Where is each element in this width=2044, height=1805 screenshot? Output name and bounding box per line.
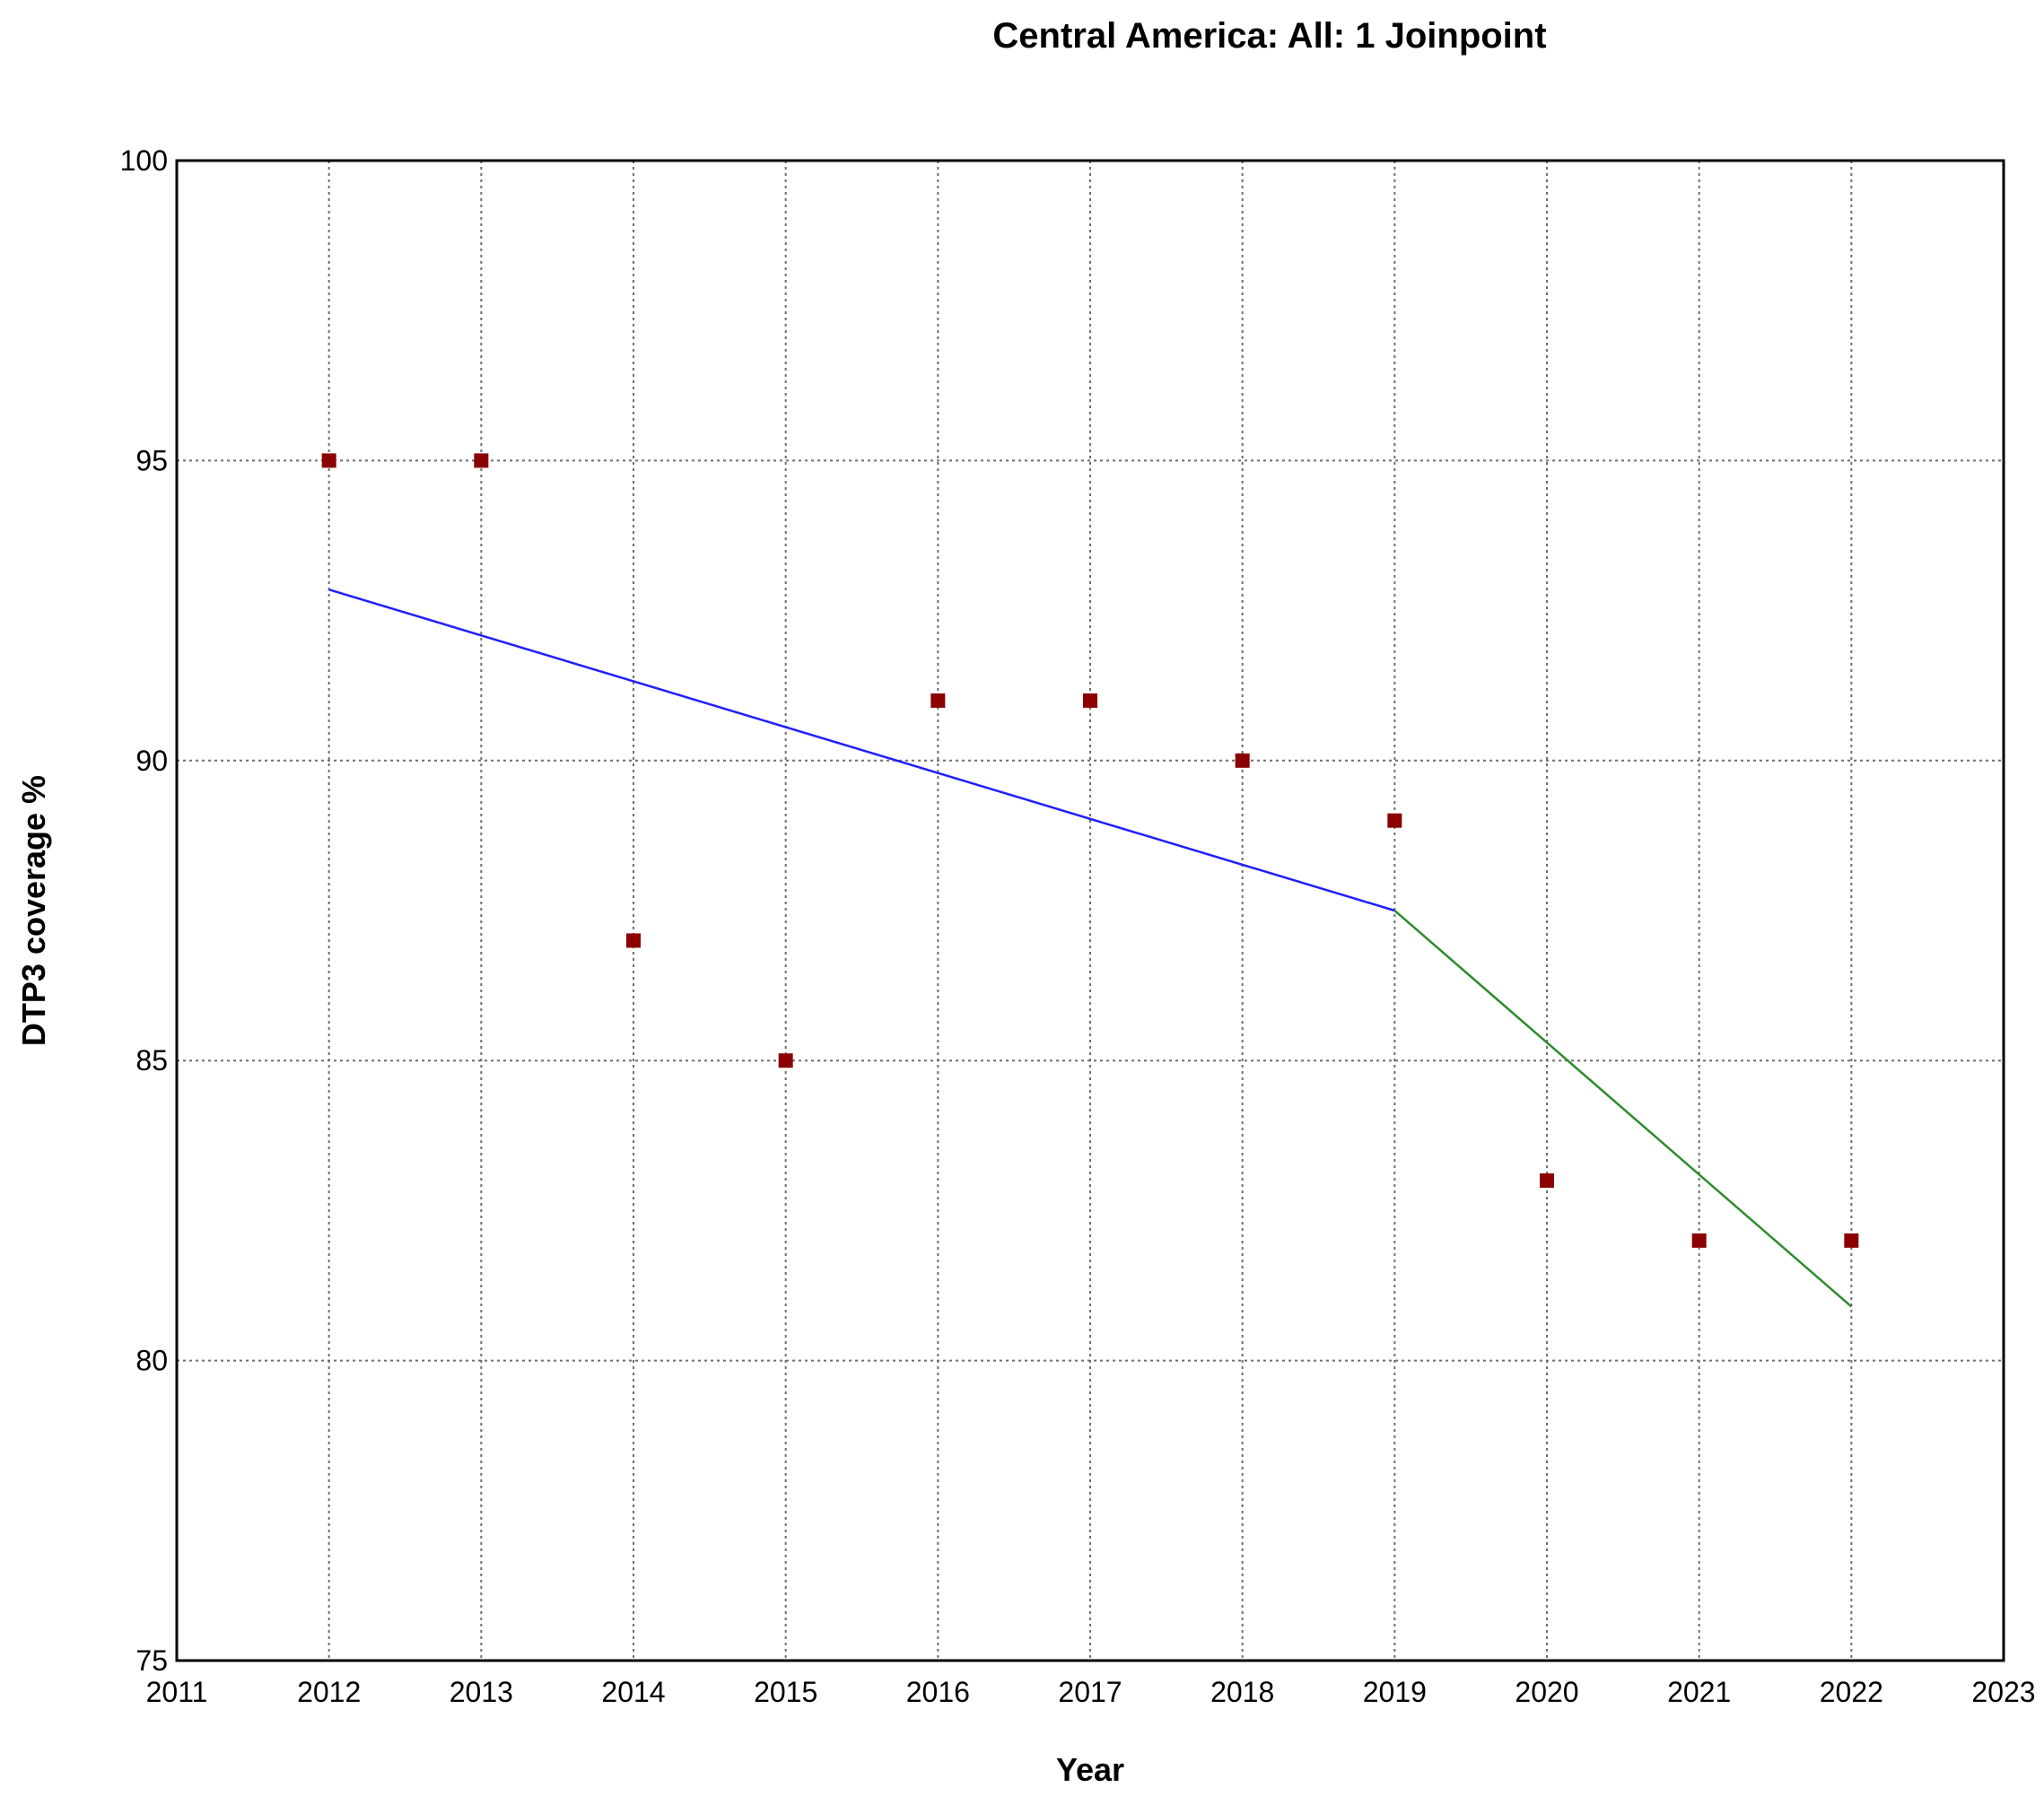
y-tick-label: 90 [135,745,168,777]
x-tick-label: 2017 [1058,1676,1122,1708]
x-tick-label: 2014 [601,1676,665,1708]
x-tick-label: 2023 [1971,1676,2035,1708]
plot-frame [175,159,2005,1662]
observed-point [778,1053,793,1068]
observed-point [1083,693,1097,708]
x-tick-labels: 2011 2012 2013 2014 2015 2016 2017 2018 2019 2020… [146,1676,2036,1708]
x-tick-label: 2020 [1515,1676,1578,1708]
fit-segment-line [1393,910,1853,1308]
observed-point [1387,813,1402,828]
x-tick-label: 2022 [1820,1676,1883,1708]
x-tick-label: 2013 [450,1676,513,1708]
y-tick-label: 95 [135,444,168,476]
observed-point [1691,1233,1707,1248]
y-tick-label: 80 [135,1345,168,1377]
chart-title: Central America: All: 1 Joinpoint [992,16,1546,56]
x-tick-label: 2016 [906,1676,970,1708]
observed-point [626,933,641,948]
y-axis-title: DTP3 coverage % [15,775,52,1046]
observed-point [1540,1173,1554,1188]
grid [177,161,2004,1661]
observed-point [321,453,336,468]
y-tick-label: 85 [135,1044,168,1077]
y-tick-label: 100 [120,144,168,177]
fit-segment-line [328,588,1395,912]
observed-point [474,453,489,468]
x-tick-label: 2012 [297,1676,361,1708]
observed-point [1844,1233,1859,1248]
observed-point [930,693,946,708]
x-tick-label: 2018 [1210,1676,1274,1708]
x-tick-label: 2015 [754,1676,817,1708]
x-tick-label: 2019 [1363,1676,1427,1708]
fit-segments [328,588,1853,1308]
observed-point [1235,753,1250,768]
y-tick-label: 75 [135,1644,168,1677]
x-tick-label: 2011 [146,1676,208,1708]
y-tick-labels: 75 80 85 90 95 100 [120,144,168,1677]
x-tick-label: 2021 [1667,1676,1731,1708]
x-axis-title: Year [1056,1751,1124,1788]
observed-points [321,453,1859,1248]
